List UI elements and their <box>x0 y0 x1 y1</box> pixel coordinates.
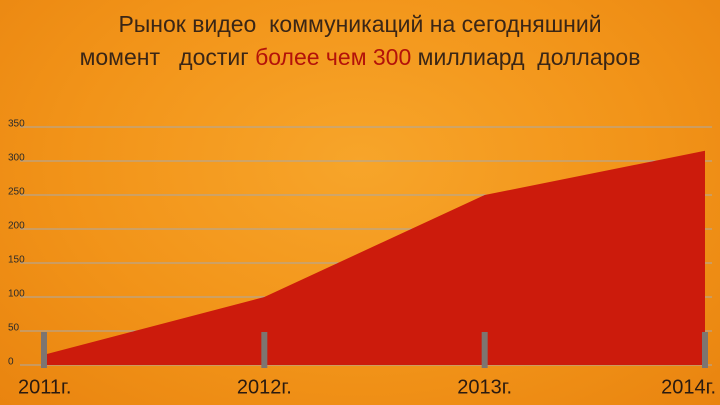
category-tick <box>261 332 268 368</box>
title-line: Рынок видео коммуникаций на сегодняшний <box>0 8 720 41</box>
category-tick <box>702 332 708 368</box>
area <box>44 150 705 365</box>
y-tick-label: 50 <box>8 323 20 334</box>
title-text: миллиард долларов <box>411 44 641 70</box>
x-tick-label: 2014г. <box>661 376 716 398</box>
title-text: Рынок видео коммуникаций на сегодняшний <box>118 11 602 37</box>
title: Рынок видео коммуникаций на сегодняшний м… <box>0 8 720 74</box>
y-tick-label: 0 <box>8 357 14 368</box>
y-tick-label: 300 <box>8 153 25 164</box>
title-line: момент достиг более чем 300 миллиард дол… <box>0 41 720 74</box>
x-tick-label: 2011г. <box>18 376 71 398</box>
y-tick-label: 250 <box>8 187 25 198</box>
category-tick <box>481 332 488 368</box>
title-text: момент достиг <box>79 44 256 70</box>
y-tick-label: 200 <box>8 221 25 232</box>
title-text: более чем 300 <box>255 44 412 70</box>
category-tick <box>41 332 47 368</box>
x-tick-label: 2012г. <box>237 376 292 398</box>
y-tick-label: 100 <box>8 289 25 300</box>
y-tick-label: 350 <box>8 119 25 130</box>
x-tick-label: 2013г. <box>457 376 512 398</box>
y-tick-label: 150 <box>8 255 25 266</box>
